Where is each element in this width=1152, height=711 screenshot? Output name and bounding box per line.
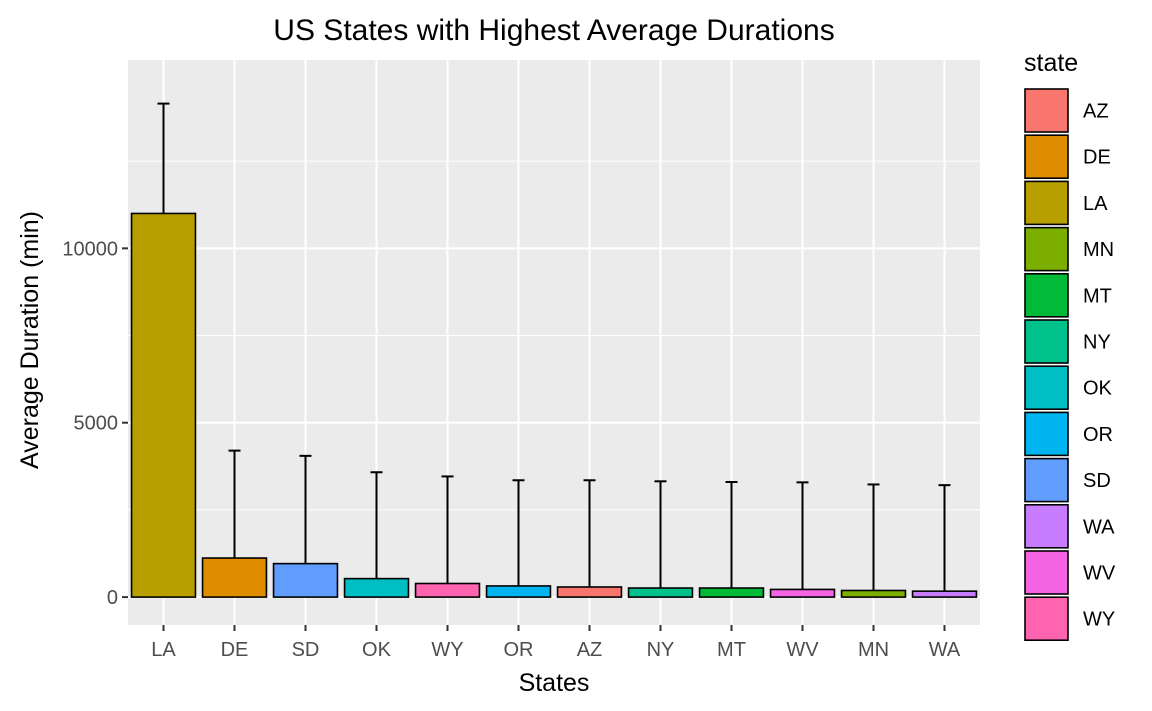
legend-label-az: AZ xyxy=(1083,101,1109,123)
legend-label-wv: WV xyxy=(1083,563,1116,585)
bar-mn xyxy=(840,589,907,598)
legend-key-de xyxy=(1024,134,1069,179)
legend-label-mt: MT xyxy=(1083,285,1112,307)
legend-label-mn: MN xyxy=(1083,239,1114,261)
bar-wv xyxy=(769,588,836,598)
bar-ok xyxy=(343,577,410,598)
x-tick-label-wa: WA xyxy=(929,639,961,661)
legend-key-wv xyxy=(1024,550,1069,595)
legend-label-la: LA xyxy=(1083,193,1108,215)
legend-label-or: OR xyxy=(1083,424,1113,446)
legend-label-sd: SD xyxy=(1083,470,1111,492)
x-tick-label-wy: WY xyxy=(431,639,463,661)
x-tick-label-sd: SD xyxy=(292,639,320,661)
grid-minor xyxy=(128,160,980,511)
legend-key-wa xyxy=(1024,503,1069,549)
plot-panel xyxy=(128,60,980,625)
y-tick-label: 5000 xyxy=(74,413,119,435)
legend-key-or xyxy=(1024,411,1069,457)
bars xyxy=(130,212,978,598)
chart-title: US States with Highest Average Durations xyxy=(273,14,834,47)
y-tick-label: 10000 xyxy=(62,238,118,260)
bar-mt xyxy=(698,587,765,598)
y-tick-label: 0 xyxy=(107,587,118,609)
legend: state AZ DE LA MN MT NY OK OR SD WA WV WY xyxy=(1024,49,1116,642)
legend-label-wy: WY xyxy=(1083,609,1115,631)
x-tick-label-ok: OK xyxy=(362,639,392,661)
legend-key-la xyxy=(1024,180,1069,226)
x-tick-label-la: LA xyxy=(151,639,176,661)
legend-label-wa: WA xyxy=(1083,516,1115,538)
legend-key-sd xyxy=(1024,457,1069,503)
legend-key-az xyxy=(1024,88,1069,133)
y-axis: 0 5000 10000 xyxy=(62,238,128,609)
x-axis-title: States xyxy=(519,669,590,697)
legend-key-ok xyxy=(1024,365,1069,411)
legend-label-de: DE xyxy=(1083,147,1111,169)
bar-de xyxy=(201,557,268,598)
x-axis: LA DE SD OK WY OR AZ NY MT WV MN WA xyxy=(151,625,961,661)
legend-label-ok: OK xyxy=(1083,378,1113,400)
bar-az xyxy=(556,586,623,598)
x-tick-label-az: AZ xyxy=(577,639,603,661)
legend-title: state xyxy=(1024,49,1078,77)
bar-sd xyxy=(272,562,339,598)
bar-wa xyxy=(911,590,978,598)
legend-key-wy xyxy=(1024,596,1069,642)
legend-key-mn xyxy=(1024,226,1069,272)
legend-key-mt xyxy=(1024,272,1069,318)
x-tick-label-mn: MN xyxy=(858,639,889,661)
bar-or xyxy=(485,585,552,598)
x-tick-label-mt: MT xyxy=(717,639,746,661)
legend-label-ny: NY xyxy=(1083,332,1111,354)
x-tick-label-de: DE xyxy=(221,639,249,661)
legend-key-ny xyxy=(1024,319,1069,364)
x-tick-label-ny: NY xyxy=(647,639,675,661)
bar-wy xyxy=(414,582,481,598)
y-axis-title: Average Duration (min) xyxy=(16,211,44,469)
bar-la xyxy=(130,212,197,598)
bar-ny xyxy=(627,587,694,598)
x-tick-label-wv: WV xyxy=(786,639,819,661)
x-tick-label-or: OR xyxy=(504,639,534,661)
error-bars xyxy=(157,102,951,592)
